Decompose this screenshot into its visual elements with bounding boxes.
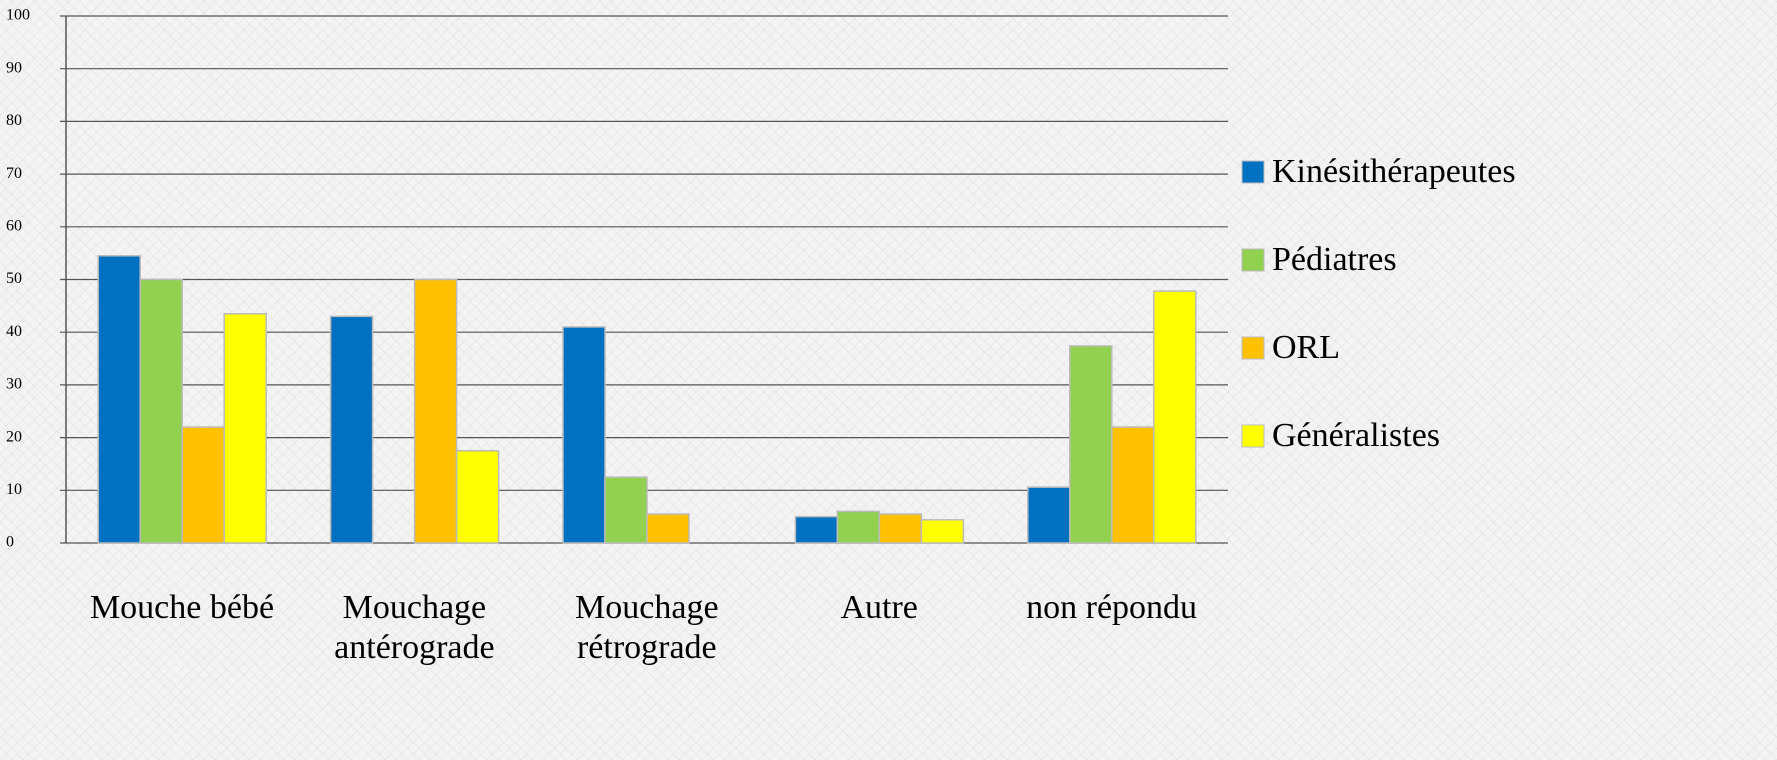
bar — [1153, 290, 1197, 544]
y-tick-label: 20 — [6, 428, 22, 445]
bar — [1027, 486, 1071, 544]
y-tick-label: 100 — [6, 7, 30, 24]
bar — [329, 315, 374, 544]
bar — [97, 255, 141, 544]
legend-swatch — [1241, 424, 1265, 448]
legend-swatch — [1241, 160, 1265, 184]
x-tick-label: Mouchage antérograde — [334, 589, 495, 666]
x-tick-label: Mouche bébé — [89, 589, 275, 626]
bar — [836, 510, 881, 544]
legend-label: Pédiatres — [1272, 241, 1397, 278]
legend-label: Généralistes — [1272, 417, 1440, 454]
bar — [181, 426, 225, 544]
bar — [413, 278, 458, 544]
bar — [223, 313, 267, 544]
y-tick-label: 50 — [6, 270, 22, 287]
bar — [646, 513, 690, 544]
y-tick-label: 90 — [6, 59, 22, 76]
bar — [604, 476, 648, 544]
bar — [1111, 426, 1155, 544]
bar — [920, 519, 965, 544]
bar — [794, 515, 839, 544]
legend-swatch — [1241, 336, 1265, 360]
bar — [1069, 345, 1113, 544]
y-tick-label: 80 — [6, 112, 22, 129]
y-tick-label: 30 — [6, 376, 22, 393]
legend-label: Kinésithérapeutes — [1272, 153, 1516, 190]
x-tick-label: non répondu — [1026, 589, 1198, 626]
bar — [562, 326, 606, 544]
bar — [455, 450, 500, 544]
x-tick-label: Mouchage rétrograde — [575, 589, 719, 666]
x-tick-label: Autre — [840, 589, 918, 626]
y-tick-label: 70 — [6, 165, 22, 182]
bar — [139, 278, 183, 544]
y-tick-label: 10 — [6, 481, 22, 498]
legend-swatch — [1241, 248, 1265, 272]
legend-label: ORL — [1272, 329, 1340, 366]
y-tick-label: 60 — [6, 217, 22, 234]
y-tick-label: 40 — [6, 323, 22, 340]
y-tick-label: 0 — [6, 534, 14, 551]
bar — [878, 513, 923, 544]
